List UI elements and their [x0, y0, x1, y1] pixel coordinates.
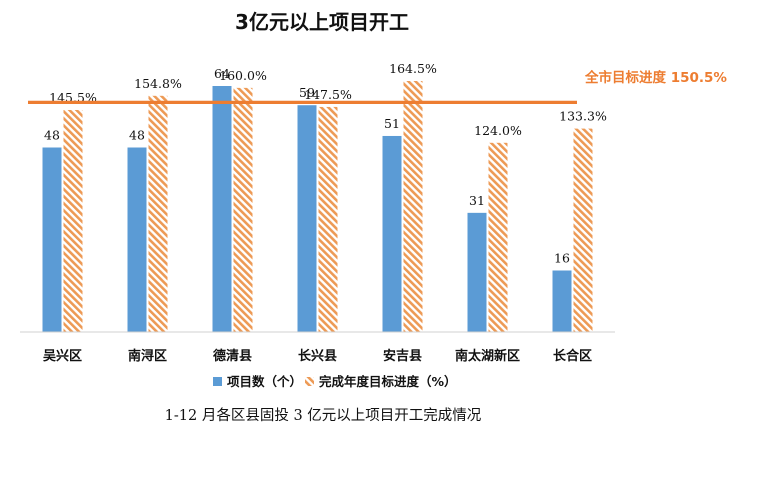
bar-progress-6 [573, 128, 593, 332]
category-label-0: 吴兴区 [43, 348, 82, 364]
category-label-3: 长兴县 [298, 348, 337, 364]
category-label-6: 长合区 [553, 348, 592, 364]
label-progress-2: 160.0% [219, 68, 267, 83]
bar-progress-0 [63, 109, 83, 333]
bar-progress-2 [233, 87, 253, 332]
bar-progress-5 [488, 142, 508, 332]
legend-label-projects: 项目数（个） [227, 374, 302, 389]
bar-progress-4 [403, 81, 423, 332]
legend-swatch-projects [213, 377, 222, 386]
label-progress-4: 164.5% [389, 61, 437, 76]
category-label-4: 安吉县 [383, 348, 422, 364]
label-projects-4: 51 [384, 116, 400, 131]
label-projects-2: 64 [214, 66, 230, 81]
chart-caption: 1-12 月各区县固投 3 亿元以上项目开工完成情况 [165, 407, 482, 424]
label-projects-6: 16 [554, 251, 570, 266]
bar-projects-1 [127, 147, 147, 332]
bar-progress-1 [148, 95, 168, 333]
bar-projects-5 [467, 212, 487, 332]
label-progress-6: 133.3% [559, 109, 607, 124]
label-progress-3: 147.5% [304, 87, 352, 102]
legend-label-progress: 完成年度目标进度（%） [319, 374, 457, 389]
bar-progress-3 [318, 106, 338, 332]
bar-projects-4 [382, 135, 402, 332]
label-projects-5: 31 [469, 193, 485, 208]
legend: 项目数（个） 完成年度目标进度（%） [213, 374, 457, 389]
legend-swatch-progress [305, 377, 314, 386]
label-progress-1: 154.8% [134, 76, 182, 91]
plot-area: 48145.5%吴兴区48154.8%南浔区64160.0%德清县59147.5… [20, 61, 727, 364]
bar-projects-3 [297, 105, 317, 332]
label-projects-0: 48 [44, 128, 60, 143]
label-projects-1: 48 [129, 128, 145, 143]
category-label-1: 南浔区 [128, 348, 167, 364]
target-label: 全市目标进度 150.5% [584, 69, 727, 86]
category-label-2: 德清县 [213, 348, 252, 364]
bar-projects-6 [552, 270, 572, 332]
label-projects-3: 59 [299, 85, 315, 100]
bar-projects-0 [42, 147, 62, 332]
chart-title: 3亿元以上项目开工 [235, 10, 409, 34]
category-label-5: 南太湖新区 [455, 348, 520, 364]
bar-projects-2 [212, 86, 232, 332]
label-progress-5: 124.0% [474, 123, 522, 138]
